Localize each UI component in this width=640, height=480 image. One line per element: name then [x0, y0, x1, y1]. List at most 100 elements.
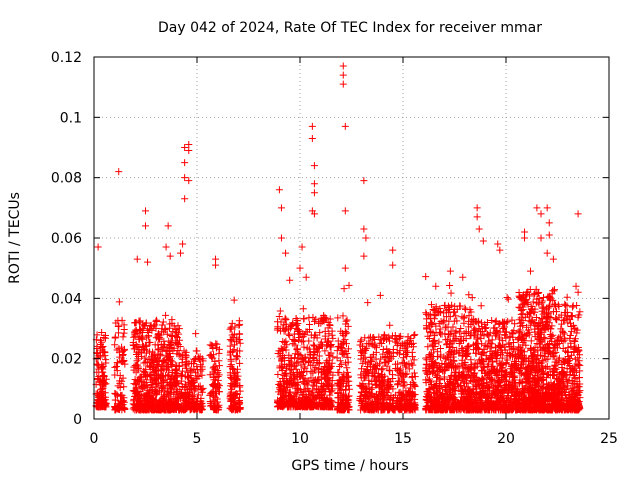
data-point: [300, 315, 308, 323]
data-point: [293, 345, 301, 353]
data-point: [176, 343, 184, 351]
data-point: [359, 360, 367, 368]
data-point: [215, 371, 223, 379]
data-point: [546, 301, 554, 309]
data-point: [407, 360, 415, 368]
data-point: [345, 281, 353, 289]
data-point: [500, 318, 508, 326]
data-point: [434, 348, 442, 356]
data-point: [559, 345, 567, 353]
data-point: [449, 380, 457, 388]
data-point: [147, 321, 155, 329]
data-point: [439, 318, 447, 326]
data-point: [303, 396, 311, 404]
data-point: [99, 393, 107, 401]
data-point: [118, 343, 126, 351]
data-point: [462, 373, 470, 381]
data-point: [236, 387, 244, 395]
data-point: [495, 379, 503, 387]
data-point: [472, 394, 480, 402]
data-point: [293, 359, 301, 367]
data-point: [326, 322, 334, 330]
data-point: [283, 341, 291, 349]
data-point: [442, 399, 450, 407]
data-point: [275, 313, 283, 321]
data-point: [505, 406, 513, 414]
data-point: [284, 383, 292, 391]
data-point: [458, 356, 466, 364]
data-point: [502, 334, 510, 342]
data-point: [452, 334, 460, 342]
data-point: [282, 346, 290, 354]
data-point: [396, 347, 404, 355]
data-point: [370, 373, 378, 381]
data-point: [455, 328, 463, 336]
data-point: [145, 362, 153, 370]
data-point: [501, 398, 509, 406]
grid-lines: [94, 57, 609, 419]
data-point: [166, 393, 174, 401]
data-point: [115, 298, 123, 306]
data-point: [393, 381, 401, 389]
data-point: [506, 351, 514, 359]
data-point: [276, 362, 284, 370]
data-point: [524, 395, 532, 403]
data-point: [464, 389, 472, 397]
data-point: [473, 383, 481, 391]
data-point: [338, 373, 346, 381]
data-point: [319, 314, 327, 322]
data-point: [190, 404, 198, 412]
data-point: [179, 355, 187, 363]
data-point: [95, 393, 103, 401]
data-point: [159, 318, 167, 326]
data-point: [158, 371, 166, 379]
data-point: [445, 317, 453, 325]
data-point: [300, 357, 308, 365]
data-point: [503, 293, 511, 301]
data-point: [300, 368, 308, 376]
data-point: [530, 291, 538, 299]
data-point: [113, 346, 121, 354]
data-point: [371, 377, 379, 385]
data-point: [361, 397, 369, 405]
data-point: [441, 354, 449, 362]
data-point: [515, 316, 523, 324]
data-point: [448, 406, 456, 414]
data-point: [531, 289, 539, 297]
data-point: [311, 393, 319, 401]
data-point: [198, 399, 206, 407]
data-point: [455, 371, 463, 379]
data-point: [230, 296, 238, 304]
data-point: [340, 406, 348, 414]
data-point: [305, 337, 313, 345]
data-point: [329, 353, 337, 361]
data-point: [369, 351, 377, 359]
data-point: [188, 399, 196, 407]
data-point: [451, 363, 459, 371]
data-point: [310, 354, 318, 362]
data-point: [368, 358, 376, 366]
data-point: [543, 362, 551, 370]
data-point: [307, 351, 315, 359]
data-point: [328, 359, 336, 367]
data-point: [516, 322, 524, 330]
data-point: [452, 312, 460, 320]
data-point: [323, 342, 331, 350]
data-point: [515, 329, 523, 337]
data-point: [155, 335, 163, 343]
data-point: [158, 344, 166, 352]
data-point: [215, 357, 223, 365]
data-point: [334, 314, 342, 322]
data-point: [494, 404, 502, 412]
data-point: [177, 393, 185, 401]
data-point: [522, 323, 530, 331]
data-point: [519, 334, 527, 342]
data-point: [428, 320, 436, 328]
data-point: [533, 361, 541, 369]
data-point: [433, 364, 441, 372]
data-point: [156, 351, 164, 359]
data-point: [229, 381, 237, 389]
data-point: [411, 391, 419, 399]
data-point: [386, 367, 394, 375]
